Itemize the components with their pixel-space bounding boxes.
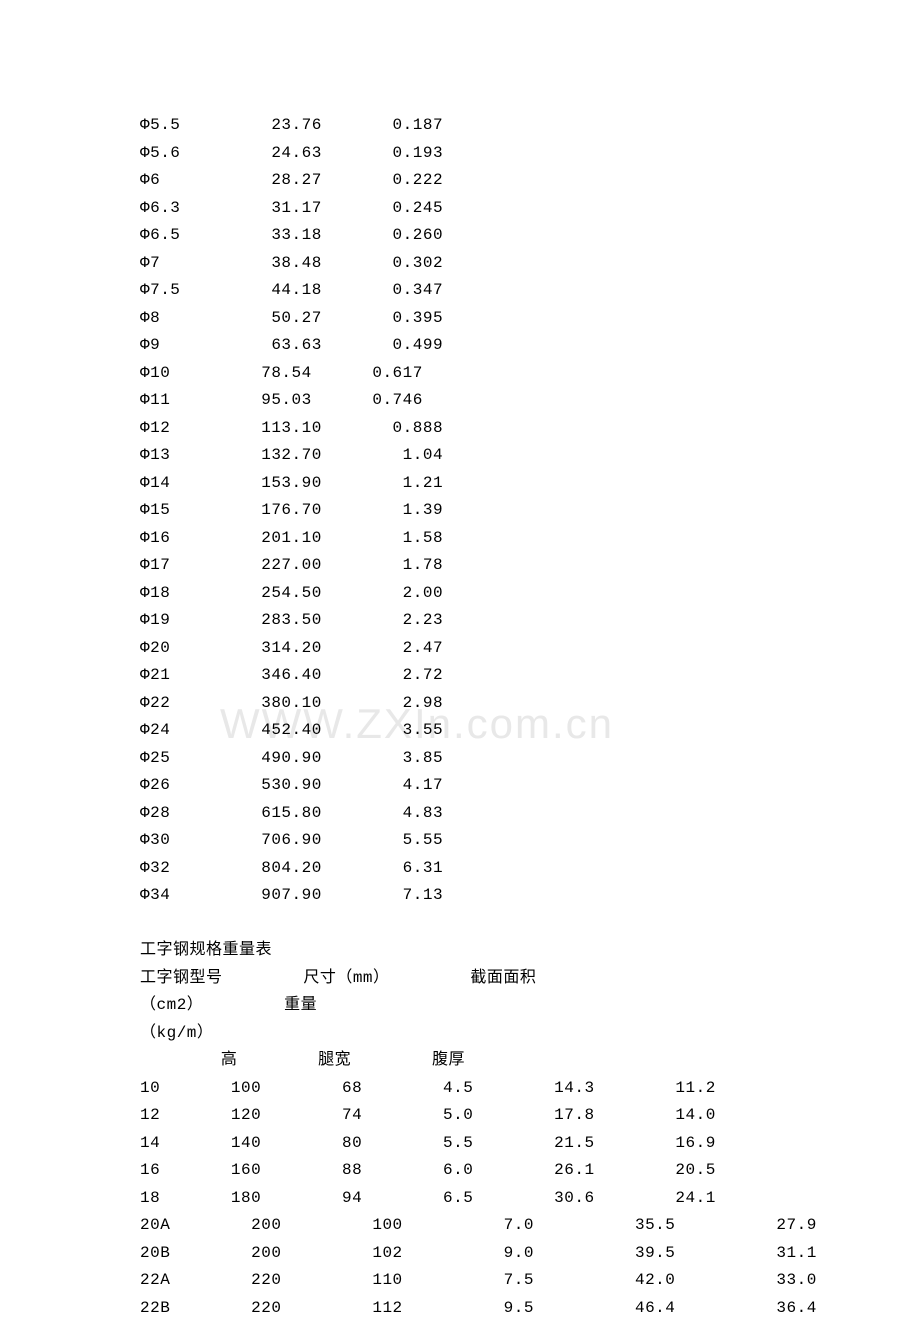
rod-row: Φ24 452.40 3.55 (140, 717, 920, 745)
rod-row: Φ6.5 33.18 0.260 (140, 222, 920, 250)
ibeam-row: 20B 200 102 9.0 39.5 31.1 (140, 1240, 920, 1268)
ibeam-subheader: 高 腿宽 腹厚 (140, 1047, 920, 1075)
rod-row: Φ28 615.80 4.83 (140, 800, 920, 828)
ibeam-row: 14 140 80 5.5 21.5 16.9 (140, 1130, 920, 1158)
ibeam-header-2: （cm2） 重量 (140, 992, 920, 1020)
rod-row: Φ22 380.10 2.98 (140, 690, 920, 718)
rod-row: Φ10 78.54 0.617 (140, 360, 920, 388)
document-content: Φ5.5 23.76 0.187Φ5.6 24.63 0.193Φ6 28.27… (0, 0, 920, 1322)
rod-row: Φ16 201.10 1.58 (140, 525, 920, 553)
ibeam-row: 22A 220 110 7.5 42.0 33.0 (140, 1267, 920, 1295)
ibeam-row: 18 180 94 6.5 30.6 24.1 (140, 1185, 920, 1213)
rod-row: Φ20 314.20 2.47 (140, 635, 920, 663)
rod-row: Φ7.5 44.18 0.347 (140, 277, 920, 305)
rod-row: Φ18 254.50 2.00 (140, 580, 920, 608)
rod-row: Φ11 95.03 0.746 (140, 387, 920, 415)
rod-row: Φ9 63.63 0.499 (140, 332, 920, 360)
rod-row: Φ6 28.27 0.222 (140, 167, 920, 195)
rod-row: Φ15 176.70 1.39 (140, 497, 920, 525)
ibeam-row: 20A 200 100 7.0 35.5 27.9 (140, 1212, 920, 1240)
rod-row: Φ32 804.20 6.31 (140, 855, 920, 883)
header-weight: 重量 (284, 996, 317, 1014)
rod-row: Φ21 346.40 2.72 (140, 662, 920, 690)
header-unit1: （cm2） (140, 996, 203, 1014)
rod-row: Φ5.6 24.63 0.193 (140, 140, 920, 168)
rod-row: Φ19 283.50 2.23 (140, 607, 920, 635)
ibeam-row: 12 120 74 5.0 17.8 14.0 (140, 1102, 920, 1130)
rod-row: Φ25 490.90 3.85 (140, 745, 920, 773)
ibeam-row: 22B 220 112 9.5 46.4 36.4 (140, 1295, 920, 1322)
rod-row: Φ5.5 23.76 0.187 (140, 112, 920, 140)
rod-row: Φ17 227.00 1.78 (140, 552, 920, 580)
ibeam-header-1: 工字钢型号 尺寸（mm） 截面面积 (140, 965, 920, 993)
header-unit2: （kg/m） (140, 1024, 213, 1042)
rod-row: Φ26 530.90 4.17 (140, 772, 920, 800)
rod-row: Φ34 907.90 7.13 (140, 882, 920, 910)
ibeam-title: 工字钢规格重量表 (140, 937, 920, 965)
subhead-w: 腿宽 (318, 1051, 351, 1069)
blank-row (140, 910, 920, 938)
rod-row: Φ7 38.48 0.302 (140, 250, 920, 278)
rod-row: Φ12 113.10 0.888 (140, 415, 920, 443)
subhead-h: 高 (221, 1051, 238, 1069)
header-model: 工字钢型号 (140, 969, 223, 987)
rod-row: Φ30 706.90 5.55 (140, 827, 920, 855)
rod-row: Φ6.3 31.17 0.245 (140, 195, 920, 223)
header-area: 截面面积 (470, 969, 536, 987)
ibeam-row: 10 100 68 4.5 14.3 11.2 (140, 1075, 920, 1103)
rod-row: Φ8 50.27 0.395 (140, 305, 920, 333)
subhead-t: 腹厚 (432, 1051, 465, 1069)
ibeam-header-3: （kg/m） (140, 1020, 920, 1048)
rod-row: Φ13 132.70 1.04 (140, 442, 920, 470)
rod-row: Φ14 153.90 1.21 (140, 470, 920, 498)
ibeam-row: 16 160 88 6.0 26.1 20.5 (140, 1157, 920, 1185)
header-dim: 尺寸（mm） (303, 969, 389, 987)
